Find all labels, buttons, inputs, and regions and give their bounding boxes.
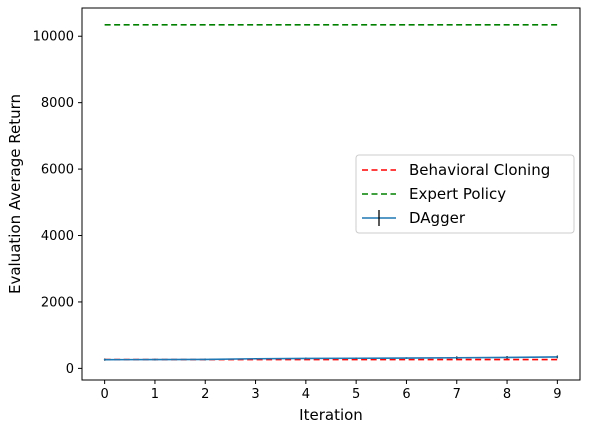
ticks: 0 1 2 3 4 5 6 7 8 9 0 2000 4000 6000 8000 10000: [33, 30, 562, 402]
data-point-dagger: [455, 356, 458, 359]
plot-area: [103, 23, 559, 361]
data-point-dagger: [103, 358, 106, 361]
x-tick-label: 6: [402, 387, 410, 402]
legend: Behavioral Cloning Expert Policy DAgger: [355, 154, 575, 234]
data-point-dagger: [305, 357, 307, 360]
x-tick-label: 7: [453, 387, 461, 402]
x-tick-label: 1: [151, 387, 159, 402]
x-tick-label: 5: [352, 387, 360, 402]
data-point-dagger: [405, 357, 408, 359]
x-tick-label: 8: [503, 387, 511, 402]
y-tick-label: 6000: [41, 163, 74, 178]
y-tick-label: 4000: [41, 229, 74, 244]
x-tick-label: 0: [100, 387, 108, 402]
x-tick-label: 2: [201, 387, 209, 402]
y-tick-label: 0: [66, 362, 74, 377]
y-axis-label: Evaluation Average Return: [6, 94, 24, 294]
x-axis-label: Iteration: [299, 406, 363, 424]
legend-box: [355, 154, 575, 234]
legend-label-dagger: DAgger: [409, 209, 466, 227]
axes-frame: [81, 7, 581, 381]
x-tick-label: 4: [302, 387, 310, 402]
legend-label-behavioral-cloning: Behavioral Cloning: [409, 161, 550, 179]
data-point-dagger: [204, 358, 207, 361]
data-point-dagger: [154, 358, 156, 361]
y-tick-label: 8000: [41, 96, 74, 111]
series-line-dagger: [104, 356, 558, 361]
y-tick-label: 2000: [41, 295, 74, 310]
y-tick-label: 10000: [33, 30, 74, 45]
legend-label-expert-policy: Expert Policy: [409, 185, 506, 203]
x-tick-label: 9: [553, 387, 561, 402]
x-tick-label: 3: [251, 387, 259, 402]
data-point-dagger: [254, 357, 257, 360]
data-point-dagger: [556, 356, 559, 358]
data-point-dagger: [506, 356, 508, 359]
data-point-dagger: [355, 357, 357, 360]
